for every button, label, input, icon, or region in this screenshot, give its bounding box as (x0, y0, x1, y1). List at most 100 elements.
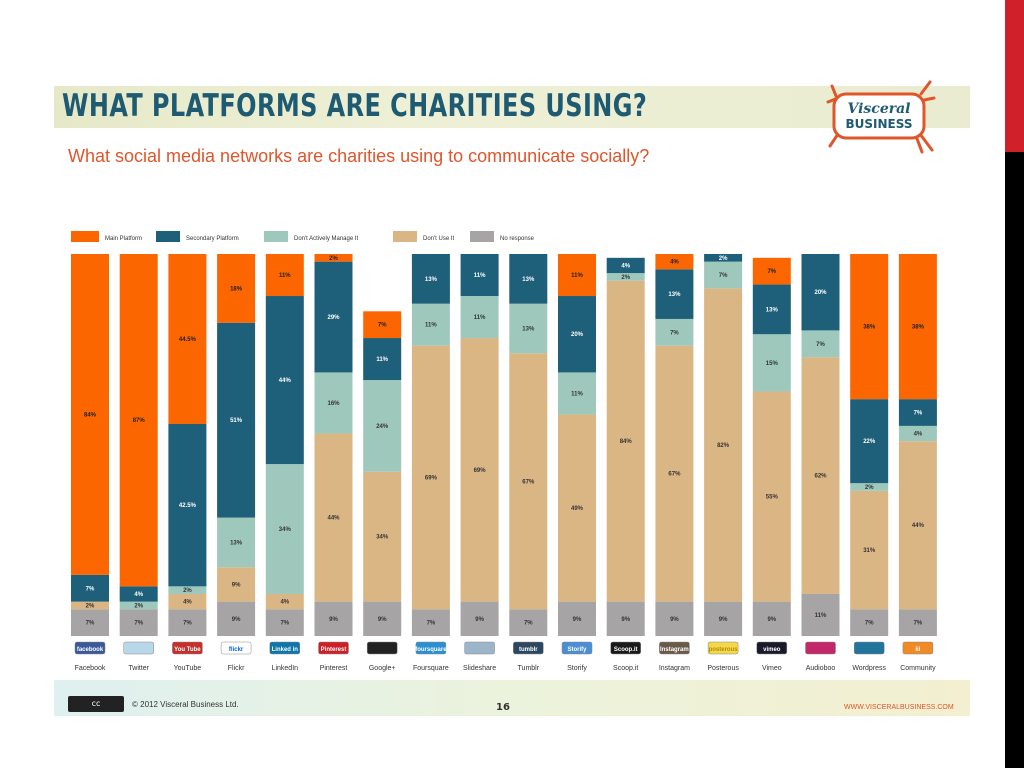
data-label: 11% (571, 391, 583, 397)
bar-segment (314, 372, 353, 434)
platform-logo-text: posterous (709, 647, 739, 653)
platform-logo-icon (220, 641, 252, 655)
data-label: 84% (620, 439, 633, 445)
category-label: Posterous (707, 665, 739, 672)
platform-logo-text: facebook (77, 647, 104, 653)
category-label: Instagram (659, 665, 690, 672)
data-label: 13% (522, 277, 535, 283)
bar-segment (704, 288, 743, 602)
data-label: 11% (279, 273, 291, 279)
platform-logo-text: You Tube (174, 647, 201, 653)
legend-swatch (470, 231, 494, 242)
platform-logo-text: Scoop.it (614, 647, 638, 653)
bar-segment (314, 261, 353, 373)
platform-logo-icon (366, 641, 398, 655)
data-label: 9% (475, 617, 484, 623)
platform-logo-text: vimeo (763, 647, 781, 653)
platform-logo-icon (464, 641, 495, 655)
data-label: 2% (329, 256, 338, 262)
bar-segment (363, 601, 402, 636)
platform-logo-icon (659, 641, 690, 655)
page-title: WHAT PLATFORMS ARE CHARITIES USING? (62, 88, 648, 124)
data-label: 7% (524, 621, 533, 627)
data-label: 7% (767, 269, 776, 275)
data-label: 44% (912, 523, 925, 529)
data-label: 7% (865, 621, 874, 627)
data-label: 16% (327, 401, 340, 407)
bar-segment (265, 593, 304, 610)
data-label: 7% (914, 411, 923, 417)
data-label: 13% (230, 540, 243, 546)
data-label: 11% (474, 273, 486, 279)
data-label: 2% (865, 485, 874, 491)
data-label: 55% (766, 495, 779, 501)
bar-segment (655, 601, 694, 636)
bar-segment (71, 254, 109, 575)
category-label: Vimeo (762, 665, 782, 672)
bar-segment (801, 254, 840, 331)
data-label: 7% (378, 323, 387, 329)
bar-segment (314, 254, 353, 262)
platform-logo-icon (513, 641, 544, 655)
category-label: Flickr (228, 665, 245, 672)
data-label: 11% (376, 357, 388, 363)
data-label: 34% (279, 527, 292, 533)
platform-logo-text: foursquare (415, 647, 447, 653)
legend-label: Secondary Platform (186, 236, 239, 242)
bar-segment (71, 609, 109, 636)
logo-line2: BUSINESS (846, 117, 913, 131)
data-label: 7% (670, 330, 679, 336)
legend-swatch (71, 231, 99, 242)
bar-segment (119, 254, 158, 587)
bar-segment (752, 334, 791, 392)
platform-logo-text: iii (915, 647, 920, 653)
bar-segment (558, 414, 596, 602)
data-label: 20% (571, 332, 584, 338)
data-label: 7% (280, 621, 289, 627)
data-label: 9% (232, 582, 241, 588)
bar-segment (363, 338, 402, 381)
bar-segment (217, 517, 256, 568)
bar-segment (655, 254, 694, 270)
platform-logo-icon (74, 641, 106, 655)
bar-segment (606, 273, 645, 281)
platform-logo-icon (610, 641, 641, 655)
bar-segment (606, 280, 645, 602)
bar-segment (217, 601, 256, 636)
data-label: 13% (522, 326, 535, 332)
bar-segment (655, 269, 694, 319)
bar-segment (314, 601, 353, 636)
data-label: 7% (86, 586, 95, 592)
bar-segment (558, 254, 596, 297)
bar-segment (168, 254, 207, 424)
bar-segment (265, 254, 304, 297)
bar-segment (655, 345, 694, 602)
bar-segment (509, 609, 548, 636)
data-label: 9% (719, 617, 728, 623)
bar-segment (363, 311, 402, 339)
data-label: 13% (425, 277, 438, 283)
bar-segment (898, 609, 937, 636)
bar-segment (850, 490, 889, 610)
bar-segment (509, 303, 548, 354)
category-label: Google+ (369, 665, 396, 672)
data-label: 7% (816, 342, 825, 348)
category-label: Tumblr (518, 665, 540, 672)
bar-segment (898, 254, 937, 400)
page-number: 16 (496, 702, 510, 713)
data-label: 31% (863, 548, 876, 554)
bar-segment (801, 330, 840, 358)
data-label: 11% (571, 273, 583, 279)
website-url[interactable]: WWW.VISCERALBUSINESS.COM (844, 704, 954, 711)
data-label: 11% (425, 323, 437, 329)
side-bar-black (1005, 0, 1024, 768)
category-label: Community (900, 665, 936, 672)
visceral-business-logo: Visceral BUSINESS (826, 80, 936, 154)
page-subtitle: What social media networks are charities… (68, 146, 650, 166)
category-label: Scoop.it (613, 665, 638, 672)
category-label: Storify (567, 665, 587, 672)
legend-label: Don't Use It (423, 236, 454, 242)
data-label: 11% (474, 315, 486, 321)
data-label: 13% (668, 292, 681, 298)
